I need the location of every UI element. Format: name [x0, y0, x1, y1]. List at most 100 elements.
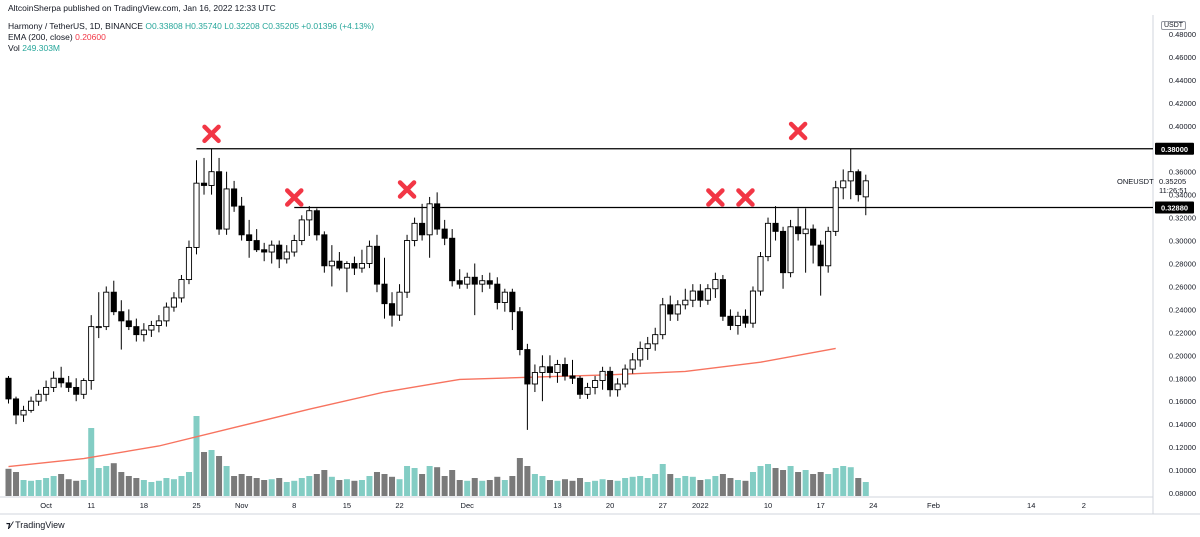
volume-bar [223, 466, 230, 496]
y-tick-label: 0.14000 [1169, 420, 1196, 429]
y-tick-label: 0.44000 [1169, 76, 1196, 85]
x-tick-label: 27 [659, 501, 667, 510]
candle-body [261, 249, 268, 253]
candle-body [185, 246, 193, 281]
y-tick-label: 0.10000 [1169, 466, 1196, 475]
candle-body [208, 171, 215, 186]
candle-body [659, 304, 666, 336]
candle-body [449, 237, 456, 282]
candle-body [516, 311, 523, 351]
volume-bar [486, 480, 493, 496]
volume-bar [449, 470, 456, 496]
candle-body [825, 230, 832, 267]
volume-bar [313, 474, 320, 496]
candle-body [757, 256, 764, 292]
candle-body [704, 288, 711, 301]
x-tick-label: 8 [292, 501, 296, 510]
volume-bar [231, 476, 238, 496]
y-tick-label: 0.24000 [1169, 305, 1196, 314]
y-tick-label: 0.12000 [1169, 443, 1196, 452]
level-price-label: 0.38000 [1161, 145, 1188, 154]
marker-stroke [706, 188, 725, 207]
candle-body [366, 245, 373, 264]
candle-body [268, 244, 275, 253]
candle-body [253, 240, 260, 251]
currency-badge[interactable]: USDT [1161, 21, 1187, 30]
volume-bar [659, 464, 666, 496]
y-tick-label: 0.40000 [1169, 122, 1196, 131]
volume-bar [366, 476, 373, 496]
candle-body [787, 226, 794, 274]
marker-stroke [397, 180, 417, 199]
rejection-x-marker [736, 188, 755, 207]
volume-bar [13, 472, 20, 496]
y-tick-label: 0.34000 [1169, 191, 1196, 200]
tradingview-logo[interactable]: ⁊⁄ TradingView [6, 520, 65, 531]
candle-body [742, 315, 749, 324]
candle-body [343, 263, 350, 269]
volume-bar [622, 478, 629, 496]
volume-bar [419, 474, 426, 496]
x-tick-label: 17 [816, 501, 824, 510]
y-tick-label: 0.20000 [1169, 351, 1196, 360]
candle-body [291, 240, 298, 253]
candle-body [404, 240, 411, 293]
volume-bar [253, 478, 260, 496]
candle-body [471, 276, 478, 285]
candle-body [501, 291, 508, 303]
volume-bar [802, 470, 809, 496]
candle-body [629, 359, 636, 370]
volume-bar [787, 466, 794, 496]
volume-bar [464, 480, 471, 496]
volume-bar [103, 466, 110, 496]
x-tick-label: 13 [553, 501, 561, 510]
candle-body [140, 329, 147, 336]
x-tick-label: 14 [1027, 501, 1035, 510]
candle-body [328, 260, 335, 267]
volume-bar [246, 476, 253, 496]
volume-bar [276, 478, 283, 496]
volume-bar [652, 474, 659, 496]
volume-bar [614, 480, 621, 496]
volume-bar [261, 480, 268, 496]
volume-bar [719, 474, 726, 496]
candle-body [697, 290, 704, 301]
ema-legend[interactable]: EMA (200, close) 0.20600 [8, 32, 106, 43]
tradingview-logo-icon: ⁊⁄ [6, 521, 13, 531]
vol-value: 249.303M [22, 43, 61, 53]
volume-bar [155, 480, 162, 496]
candle-body [58, 377, 65, 384]
volume-bar [358, 480, 365, 496]
candle-body [637, 347, 644, 361]
candle-body [539, 366, 546, 373]
candle-body [170, 297, 177, 308]
candle-body [216, 171, 223, 230]
x-tick-label: Dec [461, 501, 475, 510]
candle-body [592, 380, 599, 388]
symbol-legend[interactable]: Harmony / TetherUS, 1D, BINANCE O0.33808… [8, 21, 374, 32]
candle-body [840, 180, 847, 189]
candle-body [298, 219, 305, 242]
y-tick-label: 0.16000 [1169, 397, 1196, 406]
candle-body [381, 283, 388, 305]
ema-200-line [8, 347, 836, 468]
volume-bar [501, 480, 508, 496]
candle-body [772, 222, 779, 232]
candle-body [576, 377, 584, 395]
x-tick-label: 18 [140, 501, 148, 510]
candle-body [614, 383, 621, 391]
candle-body [734, 315, 741, 326]
volume-bar [5, 468, 12, 496]
candle-body [223, 188, 230, 230]
candle-body [148, 325, 155, 331]
volume-legend[interactable]: Vol 249.303M [8, 43, 60, 54]
level-price-tag [1155, 201, 1194, 214]
candle-body [373, 245, 381, 285]
vol-label: Vol [8, 43, 20, 53]
x-tick-label: 2 [1082, 501, 1086, 510]
volume-bar [749, 472, 756, 496]
candle-body [682, 299, 689, 306]
volume-bar [742, 480, 749, 496]
candle-body [727, 315, 734, 326]
